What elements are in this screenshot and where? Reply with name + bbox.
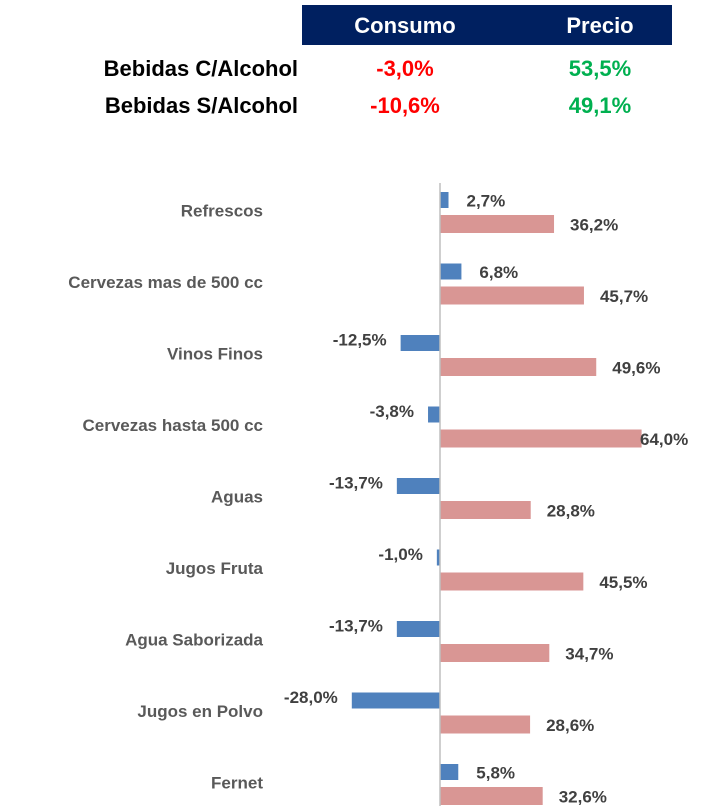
table-value: -10,6% — [370, 93, 440, 118]
bar — [440, 764, 459, 780]
value-label: 49,6% — [612, 358, 660, 377]
bar — [436, 549, 440, 566]
table-value: -3,0% — [376, 56, 433, 81]
category-label: Agua Saborizada — [125, 630, 263, 649]
category-label: Cervezas hasta 500 cc — [82, 416, 263, 435]
row-label: Bebidas C/Alcohol — [104, 56, 298, 81]
bar — [440, 263, 462, 280]
value-label: 6,8% — [479, 263, 518, 282]
bar — [440, 358, 597, 376]
value-label: -3,8% — [370, 402, 414, 421]
category-label: Aguas — [211, 487, 263, 506]
category-label: Cervezas mas de 500 cc — [68, 273, 263, 292]
value-label: 36,2% — [570, 215, 618, 234]
bar — [440, 572, 584, 591]
value-label: 45,5% — [599, 573, 647, 592]
value-label: -12,5% — [333, 330, 387, 349]
value-label: -28,0% — [284, 688, 338, 707]
value-label: 32,6% — [559, 787, 607, 806]
row-label: Bebidas S/Alcohol — [105, 93, 298, 118]
value-label: 34,7% — [565, 644, 613, 663]
value-label: -13,7% — [329, 473, 383, 492]
bar — [440, 787, 543, 805]
value-label: 28,8% — [547, 501, 595, 520]
category-label: Jugos Fruta — [166, 559, 264, 578]
bar — [440, 192, 449, 208]
bar — [440, 501, 531, 519]
category-label: Refrescos — [181, 201, 263, 220]
value-label: -13,7% — [329, 616, 383, 635]
value-label: -1,0% — [378, 545, 422, 564]
category-label: Vinos Finos — [167, 344, 263, 363]
bar — [440, 215, 555, 233]
bar — [428, 406, 440, 423]
bar — [440, 286, 584, 305]
column-header: Consumo — [354, 13, 455, 38]
table-header — [302, 5, 672, 45]
value-label: 5,8% — [476, 763, 515, 782]
bar — [440, 644, 550, 662]
bar — [440, 429, 642, 448]
bar — [396, 478, 440, 494]
column-header: Precio — [566, 13, 633, 38]
category-label: Jugos en Polvo — [137, 702, 263, 721]
value-label: 28,6% — [546, 716, 594, 735]
value-label: 45,7% — [600, 287, 648, 306]
bar — [400, 335, 440, 351]
value-label: 64,0% — [640, 430, 688, 449]
table-value: 49,1% — [569, 93, 631, 118]
table-value: 53,5% — [569, 56, 631, 81]
category-label: Fernet — [211, 773, 263, 792]
value-label: 2,7% — [467, 191, 506, 210]
bar — [440, 715, 531, 734]
bar — [396, 621, 440, 637]
bar — [351, 692, 440, 709]
